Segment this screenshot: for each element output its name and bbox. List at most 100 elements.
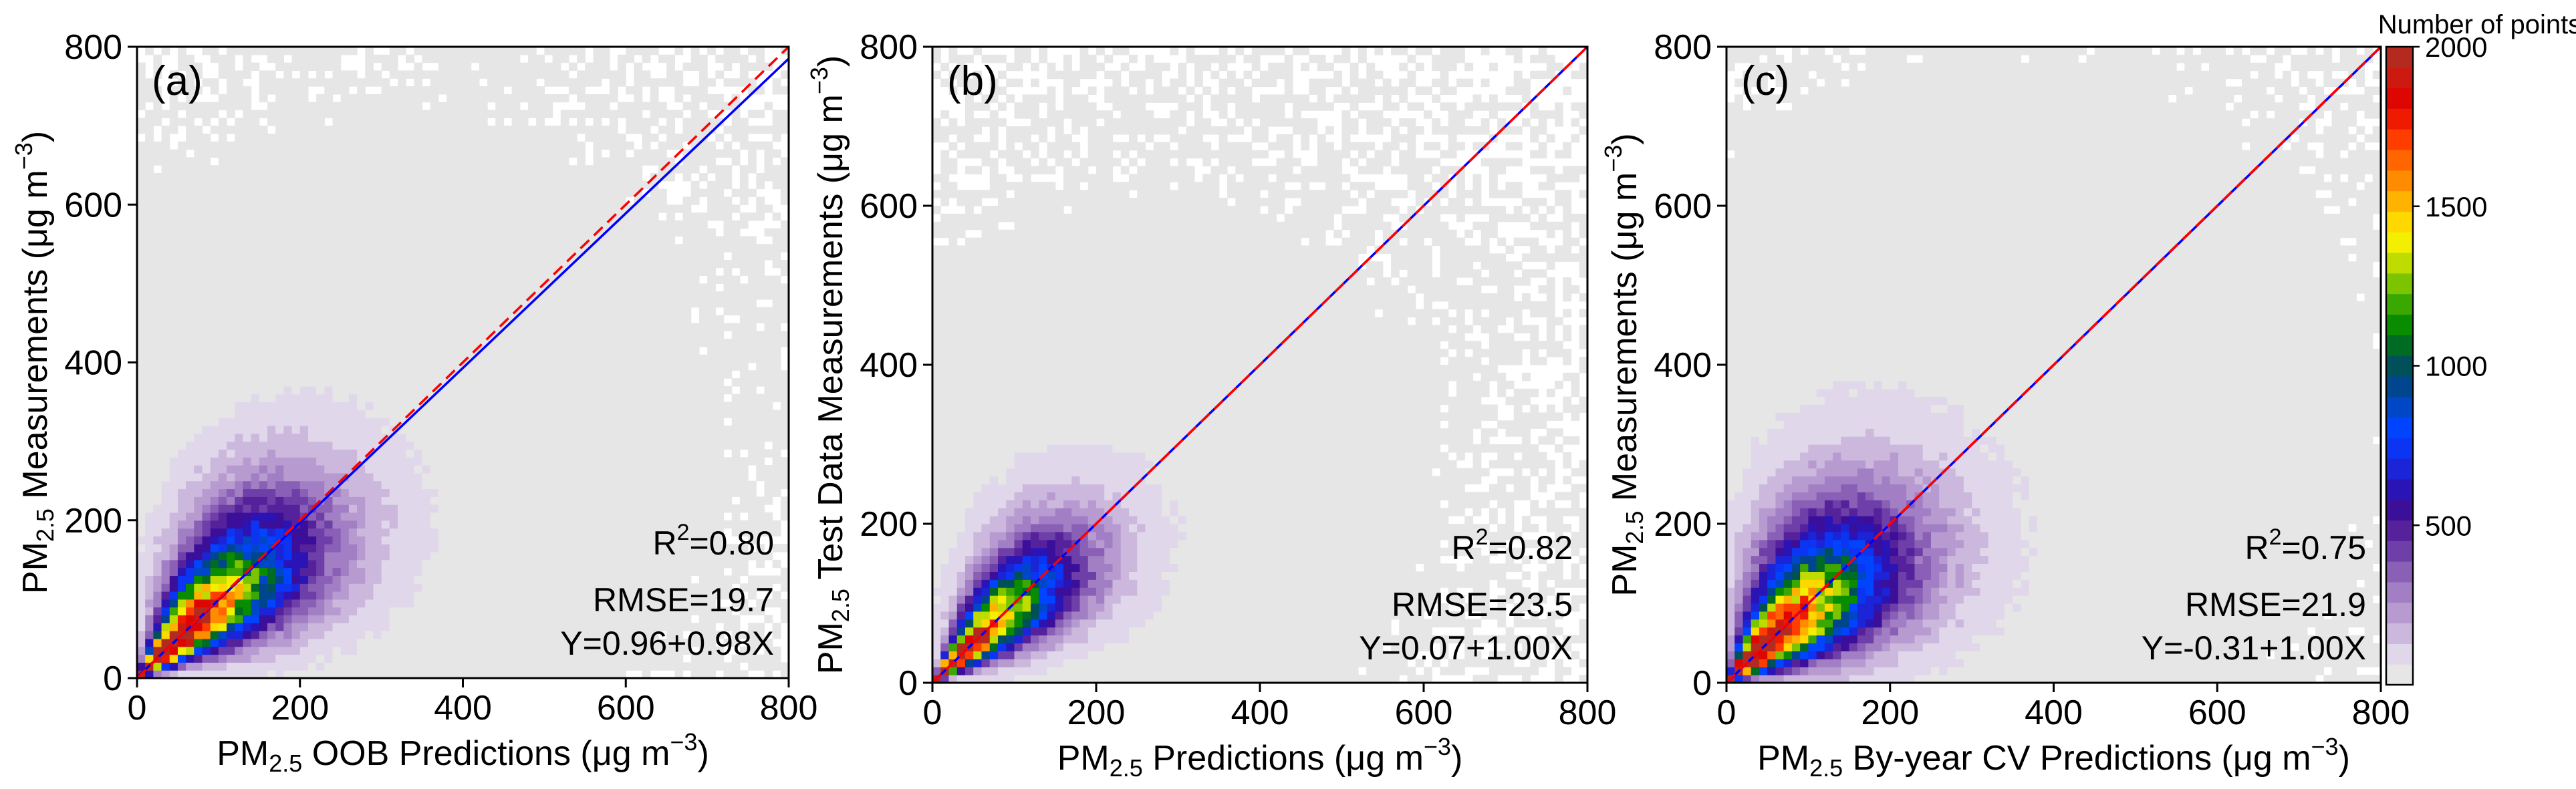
heatmap-cell [438, 441, 447, 450]
heatmap-cell [585, 433, 594, 442]
heatmap-cell [618, 433, 626, 442]
heatmap-cell [585, 449, 594, 458]
heatmap-cell [137, 480, 146, 490]
heatmap-cell [446, 346, 455, 355]
heatmap-cell [169, 94, 178, 103]
heatmap-cell [495, 615, 505, 623]
heatmap-cell [471, 323, 480, 331]
heatmap-cell [267, 220, 276, 229]
heatmap-cell [446, 283, 455, 292]
heatmap-cell [202, 559, 211, 569]
heatmap-cell [593, 157, 602, 166]
heatmap-cell [267, 141, 276, 150]
heatmap-cell [487, 504, 496, 513]
heatmap-cell [218, 520, 227, 529]
heatmap-cell [324, 212, 334, 221]
heatmap-cell [642, 654, 651, 663]
heatmap-cell [446, 528, 455, 536]
heatmap-cell [650, 536, 659, 544]
heatmap-cell [658, 385, 667, 395]
heatmap-cell [618, 662, 626, 671]
heatmap-cell [626, 54, 635, 63]
heatmap-cell [137, 126, 146, 134]
heatmap-cell [316, 212, 325, 221]
heatmap-cell [324, 126, 334, 134]
heatmap-cell [463, 385, 472, 395]
heatmap-cell [161, 362, 170, 371]
heatmap-cell [626, 267, 635, 277]
heatmap-cell [259, 591, 268, 600]
heatmap-cell [291, 433, 301, 442]
heatmap-cell [406, 346, 414, 355]
heatmap-cell [161, 567, 170, 577]
heatmap-cell [275, 520, 284, 529]
heatmap-cell [389, 275, 398, 284]
heatmap-cell [259, 402, 268, 410]
heatmap-cell [495, 78, 505, 87]
heatmap-cell [568, 299, 577, 308]
heatmap-cell [626, 544, 635, 553]
heatmap-cell [479, 638, 488, 647]
heatmap-cell [544, 165, 553, 174]
heatmap-cell [536, 378, 545, 387]
heatmap-cell [528, 54, 537, 63]
heatmap-cell [186, 670, 195, 679]
heatmap-cell [291, 299, 301, 308]
heatmap-cell [479, 607, 488, 616]
heatmap-cell [332, 157, 342, 166]
heatmap-cell [373, 410, 382, 418]
heatmap-cell [626, 520, 635, 529]
heatmap-cell [235, 180, 244, 190]
heatmap-cell [536, 173, 545, 182]
heatmap-cell [267, 323, 276, 331]
heatmap-cell [560, 196, 569, 205]
heatmap-cell [202, 165, 211, 174]
heatmap-cell [422, 410, 431, 418]
heatmap-cell [503, 441, 513, 450]
heatmap-cell [479, 188, 488, 198]
heatmap-cell [227, 315, 235, 324]
heatmap-cell [340, 393, 350, 403]
heatmap-cell [137, 528, 146, 536]
heatmap-cell [495, 504, 505, 513]
heatmap-cell [626, 393, 635, 403]
heatmap-cell [536, 70, 545, 79]
heatmap-cell [373, 472, 382, 482]
heatmap-cell [568, 283, 577, 292]
heatmap-cell [283, 631, 293, 639]
heatmap-cell [161, 536, 170, 544]
heatmap-cell [227, 126, 235, 134]
heatmap-cell [324, 102, 334, 111]
heatmap-cell [650, 110, 659, 118]
heatmap-cell [626, 47, 635, 55]
heatmap-cell [455, 393, 464, 403]
heatmap-cell [194, 418, 203, 426]
heatmap-cell [642, 339, 651, 347]
heatmap-cell [283, 62, 293, 71]
heatmap-cell [593, 62, 602, 71]
heatmap-cell [422, 244, 431, 253]
heatmap-cell [642, 78, 651, 87]
heatmap-cell [381, 86, 390, 95]
heatmap-cell [365, 110, 374, 118]
heatmap-cell [593, 204, 602, 213]
heatmap-cell [235, 244, 244, 253]
heatmap-cell [593, 472, 602, 482]
heatmap-cell [340, 291, 350, 300]
heatmap-cell [471, 212, 480, 221]
heatmap-cell [283, 267, 293, 277]
heatmap-cell [153, 544, 162, 553]
heatmap-cell [601, 552, 610, 561]
heatmap-cell [389, 283, 398, 292]
heatmap-cell [267, 307, 276, 316]
heatmap-cell [398, 662, 406, 671]
heatmap-cell [218, 228, 227, 237]
heatmap-cell [503, 252, 513, 261]
heatmap-cell [609, 449, 618, 458]
heatmap-cell [609, 165, 618, 174]
heatmap-cell [275, 252, 284, 261]
heatmap-cell [169, 188, 178, 198]
heatmap-cell [145, 267, 154, 277]
heatmap-cell [528, 370, 537, 379]
heatmap-cell [291, 670, 301, 679]
